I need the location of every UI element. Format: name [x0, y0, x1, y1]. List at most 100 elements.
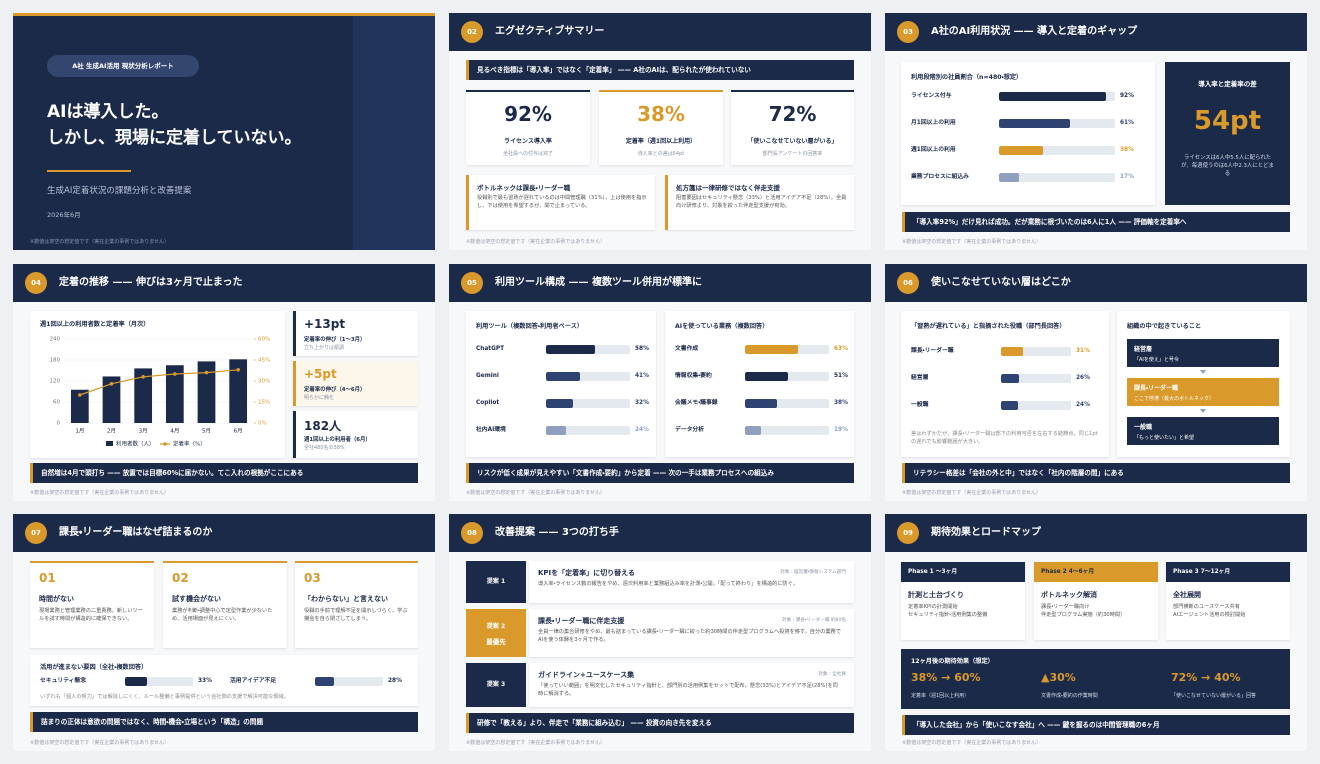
kpi-value: +13pt [304, 317, 346, 331]
bar-value: 24% [1076, 402, 1090, 408]
conclusion: リスクが低く成果が見えやすい「文書作成・要約」から定着 —— 次の一手は業務プロ… [466, 463, 854, 483]
rule [47, 170, 131, 172]
cause-number: 03 [304, 571, 321, 585]
bar [745, 426, 761, 435]
cover-title: しかし、現場に定着していない。 [47, 128, 302, 148]
conclusion: 「導入率92%」だけ見れば成功。だが業務に根づいたのは6人に1人 —— 評価軸を… [902, 212, 1290, 232]
bar-label: データ分析 [675, 427, 704, 433]
slide-title: 利用ツール構成 —— 複数ツール併用が標準に [495, 277, 702, 288]
proposal-label: 提案 2 最優先 [466, 609, 526, 657]
footnote: ※数値は架空の想定値です（実在企業の事例ではありません） [466, 740, 606, 746]
proposal-label: 提案 3 [466, 663, 526, 707]
bar-value: 17% [1120, 174, 1134, 180]
gap-value: 54pt [1193, 106, 1262, 136]
header: 05 利用ツール構成 —— 複数ツール併用が標準に [449, 264, 871, 302]
cover-subtitle: 生成AI定着状況の課題分析と改善提案 [47, 186, 192, 196]
bar-value: 28% [388, 678, 402, 684]
slide-title: 定着の推移 —— 伸びは3ヶ月で止まった [59, 277, 243, 288]
bar-track [546, 372, 630, 381]
slide: 05 利用ツール構成 —— 複数ツール併用が標準に 利用ツール（複数回答・利用者ベ… [449, 264, 871, 501]
cause-card: 03 「わからない」と言えない 役職の手前で理解不足を開示しづらく、学ぶ機会を自… [295, 561, 418, 648]
slide-number: 06 [897, 272, 919, 294]
phase-label: Phase 1 〜3ヶ月 [901, 562, 1025, 582]
phase-title: 計測と土台づくり [908, 591, 964, 599]
bar-track [546, 345, 630, 354]
flow-step: 経営層 「AIを使え」と号令 [1127, 339, 1279, 367]
footnote: ※数値は架空の想定値です（実在企業の事例ではありません） [30, 239, 170, 245]
header: 04 定着の推移 —— 伸びは3ヶ月で止まった [13, 264, 435, 302]
proposal-label: 提案 1 [466, 561, 526, 603]
y2-tick-label: 0% [258, 421, 267, 427]
bar-track [999, 173, 1115, 182]
phase-title: 全社展開 [1173, 591, 1201, 599]
chart-card: AIを使っている業務（複数回答） 文書作成 63% 情報収集・要約 51% 会議メモ・議事… [665, 311, 854, 457]
header: 08 改善提案 —— 3つの打ち手 [449, 514, 871, 552]
y2-tick-label: 15% [258, 400, 270, 406]
proposal-body: 「使っていい範囲」を明文化したセキュリティ指針と、部門別の活用例集をセットで配布… [538, 683, 838, 697]
bar [1001, 401, 1018, 410]
chart-card: 利用段階別の社員割合（n=480・想定） ライセンス付与 92% 月1回以上の利用 61… [901, 62, 1155, 205]
slide-number: 07 [25, 522, 47, 544]
bar [125, 677, 148, 686]
x-tick-label: 3月 [139, 428, 148, 435]
kpi-note: 立ち上がりは順調 [304, 345, 345, 351]
bar-track [1001, 347, 1071, 356]
bar [165, 365, 184, 423]
slide: 06 使いこなせていない層はどこか 「習熟が遅れている」と指摘された役職（部門長回… [885, 264, 1307, 501]
bar [745, 399, 777, 408]
flow-title: 組織の中で起きていること [1127, 323, 1202, 330]
proposal-card: ガイドライン+ユースケース集 対象：全社員 「使っていい範囲」を明文化したセキュ… [529, 663, 854, 707]
y-tick-label: 0 [57, 421, 61, 427]
bar [229, 359, 248, 423]
bar-value: 58% [635, 346, 649, 352]
conclusion: 詰まりの正体は意欲の問題ではなく、時間・機会・立場という「構造」の問題 [30, 712, 418, 732]
bar [197, 361, 216, 423]
effect-value: 38% → 60% [911, 671, 981, 684]
chart-card: 利用ツール（複数回答・利用者ベース） ChatGPT 58% Gemini 41% Cop… [466, 311, 656, 457]
bar-track [745, 399, 829, 408]
bar-track [999, 146, 1115, 155]
bar-label: 情報収集・要約 [675, 373, 712, 379]
bar-value: 19% [834, 427, 848, 433]
cover-title: AIは導入した。 [47, 102, 169, 122]
phase-body: 部門横断のユースケース共有 AIエージェント活用の検討開始 [1173, 604, 1246, 618]
flow-text: 「AIを使え」と号令 [1134, 357, 1179, 363]
x-tick-label: 4月 [170, 428, 179, 435]
proposal-priority: 最優先 [486, 638, 506, 646]
bar-value: 32% [635, 400, 649, 406]
line-point [204, 370, 209, 375]
proposal-card: KPIを「定着率」に切り替える 対象：経営層・情報システム部門 導入率・ライセン… [529, 561, 854, 603]
bar [999, 146, 1044, 155]
flow-step: 課長・リーダー職 ここで停滞（最大のボトルネック） [1127, 378, 1279, 406]
kpi-card: +13pt 定着率の伸び（1〜3月） 立ち上がりは順調 [293, 311, 418, 356]
bar-value: 24% [635, 427, 649, 433]
badge: A社 生成AI活用 現状分析レポート [47, 55, 199, 77]
point-body: 役職別で最も習熟が遅れているのは中間管理職（31%）。上は使用を指示し、下は使用… [477, 195, 647, 209]
y2-tick-label: 30% [258, 379, 270, 385]
slide-title: エグゼクティブサマリー [495, 26, 605, 37]
proposal-title: KPIを「定着率」に切り替える [538, 569, 635, 577]
conclusion: リテラシー格差は「会社の外と中」ではなく「社内の階層の間」にある [902, 463, 1290, 483]
proposal-target: 対象：課長・リーダー職 約80名 [782, 618, 846, 623]
bar-label: 週1回以上の利用 [911, 147, 956, 153]
chart-card: 「習熟が遅れている」と指摘された役職（部門長回答） 差はわずかだが、課長・リーダ… [901, 311, 1109, 457]
bar-value: 63% [834, 346, 848, 352]
kpi-value: 92% [504, 102, 552, 126]
line-point [141, 375, 145, 379]
cover-date: 2026年6月 [47, 211, 81, 219]
cause-body: 役職の手前で理解不足を開示しづらく、学ぶ機会を自ら閉ざしてしまう。 [304, 608, 408, 622]
bar [546, 399, 573, 408]
bar [999, 92, 1106, 101]
slide: 08 改善提案 —— 3つの打ち手 提案 1 KPIを「定着率」に切り替える 対象… [449, 514, 871, 751]
header: 07 課長・リーダー職はなぜ詰まるのか [13, 514, 435, 552]
slide: 09 期待効果とロードマップ Phase 1 〜3ヶ月 計測と土台づくり 定着率K… [885, 514, 1307, 751]
kpi-card: 182人 週1回以上の利用者（6月） 全社480名の38% [293, 411, 418, 458]
bar-track [546, 399, 630, 408]
bar-label: ChatGPT [476, 346, 505, 352]
line-point [78, 393, 82, 397]
slide: 07 課長・リーダー職はなぜ詰まるのか 01 時間がない 現場業務と管理業務の二重… [13, 514, 435, 751]
arrow [1200, 370, 1206, 374]
cause-title: 時間がない [39, 595, 74, 603]
bar-track [125, 677, 193, 686]
